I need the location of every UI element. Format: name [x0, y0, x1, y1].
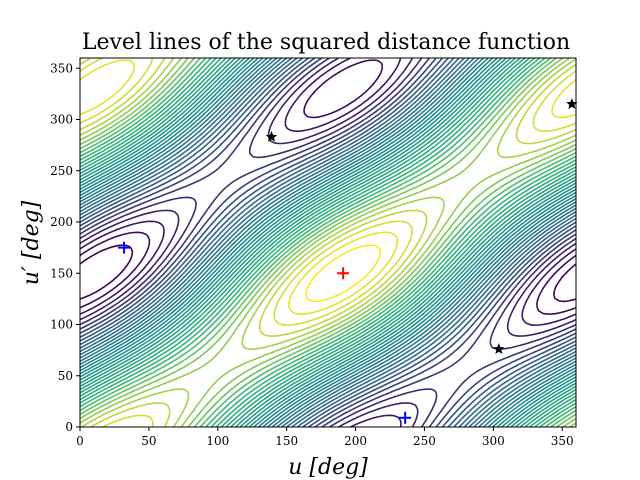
y-tick-label: 50	[58, 369, 73, 383]
contour-level	[80, 58, 576, 427]
contour-lines	[80, 58, 576, 427]
contour-level	[80, 58, 576, 427]
contour-level	[305, 244, 382, 303]
contour-level	[80, 244, 576, 303]
contour-level	[80, 58, 576, 427]
x-axis: 0 50 100 150 200 250 300 350	[76, 427, 574, 448]
contour-level	[80, 58, 576, 427]
maximum-marker	[566, 98, 578, 109]
contour-level	[80, 58, 576, 427]
y-tick-label: 350	[50, 61, 73, 75]
contour-level	[80, 58, 576, 427]
contour-level	[80, 58, 576, 427]
x-tick-label: 350	[551, 434, 574, 448]
y-tick-label: 200	[50, 215, 73, 229]
chart-title: Level lines of the squared distance func…	[82, 30, 570, 55]
contour-level	[80, 58, 576, 427]
x-tick-label: 200	[344, 434, 367, 448]
contour-level	[80, 59, 576, 315]
contour-level	[80, 58, 576, 427]
x-tick-label: 0	[76, 434, 84, 448]
y-tick-label: 0	[65, 420, 73, 434]
minimum-marker	[337, 267, 350, 280]
maximum-marker	[265, 130, 278, 142]
x-tick-label: 150	[275, 434, 298, 448]
markers	[118, 98, 578, 424]
contour-level	[80, 58, 576, 427]
x-tick-label: 250	[413, 434, 436, 448]
maximum-marker	[493, 343, 505, 354]
contour-level	[80, 58, 576, 427]
contour-level	[80, 58, 576, 427]
y-axis-label: u′ [deg]	[19, 200, 44, 285]
contour-level	[80, 59, 576, 315]
contour-level	[80, 58, 576, 427]
y-tick-label: 100	[50, 318, 73, 332]
y-tick-label: 300	[50, 113, 73, 127]
contour-level	[80, 58, 576, 427]
x-tick-label: 50	[141, 434, 156, 448]
saddle-marker	[118, 241, 131, 254]
contour-level	[80, 58, 576, 427]
contour-level	[80, 58, 576, 427]
contour-level	[80, 58, 576, 427]
contour-level	[80, 58, 576, 427]
contour-level	[80, 58, 576, 427]
x-tick-label: 300	[482, 434, 505, 448]
y-axis: 0 50 100 150 200 250 300 350	[50, 61, 80, 434]
contour-level	[80, 58, 576, 427]
saddle-marker	[399, 411, 412, 424]
contour-level	[80, 58, 576, 427]
x-axis-label: u [deg]	[288, 455, 368, 480]
y-tick-label: 250	[50, 164, 73, 178]
x-tick-label: 100	[206, 434, 229, 448]
plot-frame	[79, 57, 577, 428]
contour-level	[80, 58, 576, 427]
y-tick-label: 150	[50, 266, 73, 280]
contour-level	[80, 58, 576, 427]
contour-level	[80, 58, 576, 427]
